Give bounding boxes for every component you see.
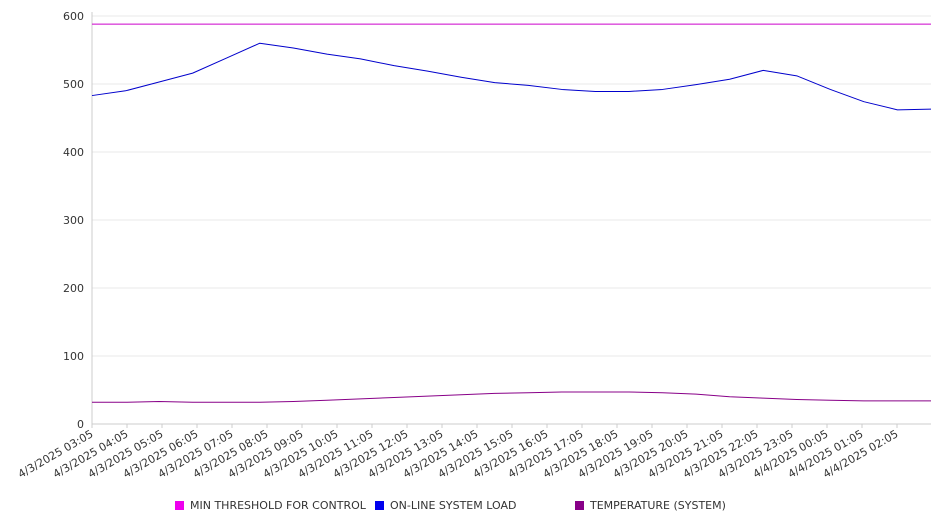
legend-swatch-threshold	[175, 501, 184, 510]
series-line-1	[91, 42, 932, 111]
y-tick-label: 400	[63, 146, 84, 159]
y-tick-label: 500	[63, 78, 84, 91]
x-tick-labels: 4/3/2025 03:054/3/2025 04:054/3/2025 05:…	[16, 427, 901, 481]
y-tick-label: 600	[63, 10, 84, 23]
legend-label-load: ON-LINE SYSTEM LOAD	[390, 499, 517, 512]
legend-item-threshold: MIN THRESHOLD FOR CONTROL	[175, 499, 366, 512]
y-tick-label: 100	[63, 350, 84, 363]
legend-swatch-temperature	[575, 501, 584, 510]
y-tick-label: 300	[63, 214, 84, 227]
y-tick-labels: 0 100 200 300 400 500 600	[63, 10, 84, 431]
axes	[91, 12, 931, 428]
y-tick-label: 0	[77, 418, 84, 431]
legend-swatch-load	[375, 501, 384, 510]
legend-item-load: ON-LINE SYSTEM LOAD	[375, 499, 516, 512]
legend-label-threshold: MIN THRESHOLD FOR CONTROL	[190, 499, 366, 512]
legend-item-temperature: TEMPERATURE (SYSTEM)	[575, 499, 726, 512]
legend: MIN THRESHOLD FOR CONTROL ON-LINE SYSTEM…	[0, 499, 946, 513]
legend-label-temperature: TEMPERATURE (SYSTEM)	[590, 499, 726, 512]
y-tick-label: 200	[63, 282, 84, 295]
series-lines	[91, 23, 932, 403]
grid	[92, 15, 931, 357]
series-line-2	[92, 391, 931, 403]
